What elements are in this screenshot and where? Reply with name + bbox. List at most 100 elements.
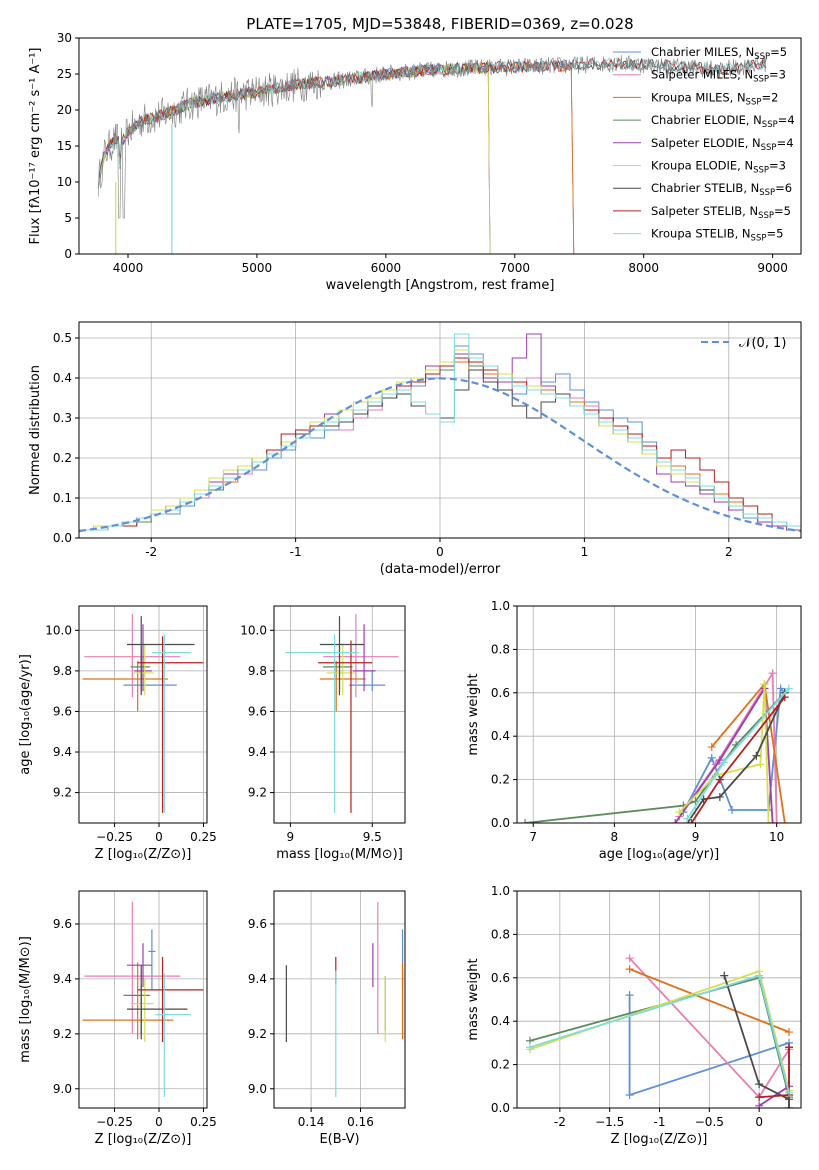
data-point-marker xyxy=(768,669,777,678)
y-tick-label: 9.8 xyxy=(248,664,267,678)
data-point-marker xyxy=(521,819,530,823)
data-point-marker xyxy=(785,1088,794,1097)
data-point-marker xyxy=(756,760,765,769)
y-tick-label: 0 xyxy=(64,247,72,261)
legend-subscript: SSP xyxy=(761,143,777,153)
residuals-panel: -2 -1 0 1 2 0.0 0.1 0.2 0.3 0.4 0.5 (data-model)/er… xyxy=(28,321,802,577)
legend-suffix: =2 xyxy=(761,90,778,104)
data-point-marker xyxy=(687,819,696,823)
y-tick-label: 15 xyxy=(57,139,72,153)
y-tick-label: 25 xyxy=(57,67,72,81)
legend-entry: Kroupa MILES, NSSP=2 xyxy=(651,90,778,107)
model-spectrum-line xyxy=(97,62,491,254)
y-tick-label: 9.4 xyxy=(248,972,267,986)
mass-weight-line xyxy=(629,968,790,1033)
y-tick-label: 10.0 xyxy=(45,623,72,637)
plot-frame xyxy=(78,890,208,1109)
plot-frame xyxy=(516,605,802,824)
normal-distribution-curve xyxy=(79,377,801,533)
data-point-marker xyxy=(780,819,789,823)
data-point-marker xyxy=(760,680,769,689)
legend-suffix: =5 xyxy=(770,45,787,59)
model-spectrum-line xyxy=(97,60,575,254)
y-axis-label: Normed distribution xyxy=(28,365,43,495)
x-tick-label: 0 xyxy=(155,1115,163,1129)
legend-subscript: SSP xyxy=(759,188,775,198)
mass-weight-vs-metallicity-panel: -2 −1.5 -1 −0.5 0 0.0 0.2 0.4 0.6 0.8 1.0 Z [log₁₀(… xyxy=(466,884,802,1147)
y-tick-label: 0.0 xyxy=(491,816,510,830)
data-point-marker xyxy=(625,1090,634,1099)
data-point-marker xyxy=(755,971,764,980)
y-tick-label: 5 xyxy=(64,211,72,225)
legend-entry: Kroupa STELIB, NSSP=5 xyxy=(651,227,783,244)
legend-suffix: =4 xyxy=(777,136,794,150)
legend-suffix: =3 xyxy=(769,68,786,82)
y-tick-label: 9.6 xyxy=(53,704,72,718)
legend-entry: Chabrier MILES, NSSP=5 xyxy=(651,45,787,62)
x-tick-label: -2 xyxy=(554,1115,566,1129)
x-tick-label: 1 xyxy=(581,545,589,559)
legend-subscript: SSP xyxy=(753,75,769,85)
plot-frame xyxy=(78,321,802,539)
x-tick-label: 4000 xyxy=(113,261,144,275)
x-axis-label: Z [log₁₀(Z/Z⊙)] xyxy=(611,1132,708,1147)
y-tick-label: 9.2 xyxy=(53,1027,72,1041)
legend-entry: Salpeter ELODIE, NSSP=4 xyxy=(651,136,794,153)
y-tick-label: 9.2 xyxy=(53,786,72,800)
data-point-marker xyxy=(715,792,724,801)
spectrum-panel: 4000 5000 6000 7000 8000 9000 0 5 10 15 20 25 30 wave… xyxy=(28,31,802,293)
data-point-marker xyxy=(675,808,684,817)
x-tick-label: −0.5 xyxy=(695,1115,724,1129)
x-tick-label: 0 xyxy=(755,1115,763,1129)
legend-suffix: =6 xyxy=(775,181,792,195)
mass-weight-line xyxy=(682,686,786,813)
legend-subscript: SSP xyxy=(753,166,769,176)
legend-subscript: SSP xyxy=(758,211,774,221)
data-point-marker xyxy=(772,819,781,823)
y-tick-label: 1.0 xyxy=(491,599,510,613)
legend-suffix: =5 xyxy=(766,227,783,241)
y-tick-label: 9.0 xyxy=(53,1082,72,1096)
data-point-marker xyxy=(752,751,761,760)
plot-area xyxy=(525,954,794,1108)
mass-weight-vs-age-panel: 7 8 9 10 0.0 0.2 0.4 0.6 0.8 1.0 age [log₁₀(age/yr… xyxy=(466,599,802,862)
plot-frame xyxy=(78,37,802,255)
legend-entry: Salpeter STELIB, NSSP=5 xyxy=(651,204,791,221)
x-tick-label: 8 xyxy=(611,830,619,844)
y-axis-label: mass [log₁₀(M/M⊙)] xyxy=(18,936,33,1063)
y-tick-label: 0.6 xyxy=(491,971,510,985)
data-point-marker xyxy=(755,1093,764,1102)
x-tick-label: 9 xyxy=(692,830,700,844)
y-tick-label: 20 xyxy=(57,103,72,117)
data-point-marker xyxy=(707,753,716,762)
x-axis-label: (data-model)/error xyxy=(380,562,501,577)
x-tick-label: -1 xyxy=(290,545,302,559)
data-point-marker xyxy=(720,971,729,980)
y-tick-label: 0.8 xyxy=(491,642,510,656)
data-point-marker xyxy=(671,819,680,823)
age-vs-mass-panel: 9 9.5 9.2 9.4 9.6 9.8 10.0 mass [log₁₀(M/M⊙)] xyxy=(240,605,406,862)
y-axis-label: mass weight xyxy=(466,673,481,755)
y-tick-label: 9.8 xyxy=(53,664,72,678)
data-point-marker xyxy=(715,756,724,765)
mass-vs-extinction-panel: 0.14 0.16 9.0 9.2 9.4 9.6 E(B-V) xyxy=(248,890,406,1147)
x-axis-label: E(B-V) xyxy=(319,1132,359,1147)
histogram-step-line xyxy=(79,333,801,531)
x-axis-label: wavelength [Angstrom, rest frame] xyxy=(326,278,555,293)
plot-frame xyxy=(273,605,406,824)
x-tick-label: 9.5 xyxy=(363,830,382,844)
legend-entry: Chabrier ELODIE, NSSP=4 xyxy=(651,113,795,130)
x-axis-label: mass [log₁₀(M/M⊙)] xyxy=(276,847,403,862)
y-tick-label: 0.4 xyxy=(491,1014,510,1028)
mass-weight-line xyxy=(723,975,790,1108)
x-tick-label: 0.25 xyxy=(190,1115,217,1129)
y-axis-label: Flux [fλ10⁻¹⁷ erg cm⁻² s⁻¹ A⁻¹] xyxy=(28,48,43,245)
x-tick-label: 0 xyxy=(155,830,163,844)
y-axis-label: age [log₁₀(age/yr)] xyxy=(18,654,33,775)
y-tick-label: 0.0 xyxy=(53,531,72,545)
x-tick-label: 7 xyxy=(529,830,537,844)
data-point-marker xyxy=(764,819,773,823)
model-spectrum-line xyxy=(97,59,575,254)
age-vs-metallicity-panel: −0.25 0 0.25 9.2 9.4 9.6 9.8 10.0 Z [log₁₀(Z/Z⊙)… xyxy=(18,605,217,862)
